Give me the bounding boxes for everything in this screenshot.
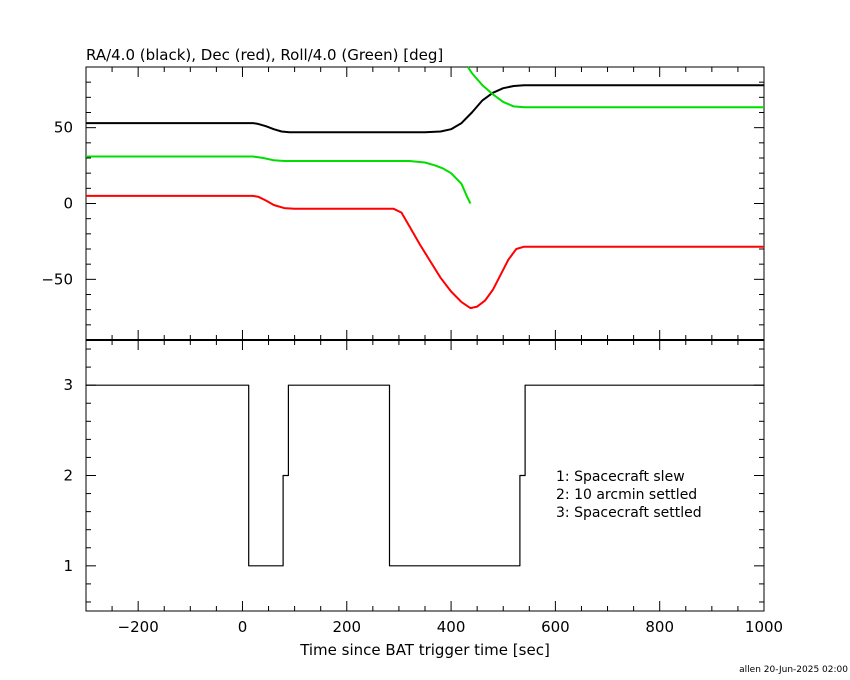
settle-status-line-0 [86, 384, 764, 567]
y-tick-label: 50 [54, 119, 73, 137]
bottom-panel: 3 2 1 −200 0 200 400 600 800 1000 1: Spacecraft … [63, 339, 784, 636]
y-tick-label: 3 [63, 376, 73, 394]
top-panel-y-tick-labels: 50 0 −50 [41, 119, 73, 289]
y-tick-label: 1 [63, 557, 73, 575]
x-tick-label: −200 [118, 618, 159, 636]
top-panel: 50 0 −50 [41, 66, 765, 341]
x-tick-label: 1000 [745, 618, 783, 636]
bottom-panel-y-tick-labels: 3 2 1 [63, 376, 73, 575]
attitude-series-line-1 [86, 155, 472, 204]
attitude-series-line-0 [86, 84, 764, 134]
attitude-series-line-3 [86, 194, 764, 310]
x-tick-labels: −200 0 200 400 600 800 1000 [118, 618, 784, 636]
x-axis-label: Time since BAT trigger time [sec] [299, 641, 550, 659]
x-tick-label: 200 [332, 618, 361, 636]
x-tick-label: 600 [541, 618, 570, 636]
y-tick-label: 2 [63, 467, 73, 485]
attitude-series-line-2 [466, 66, 764, 109]
x-tick-label: 800 [645, 618, 674, 636]
legend-item-settled: 3: Spacecraft settled [556, 505, 702, 521]
bottom-panel-series [86, 384, 764, 567]
top-panel-title: RA/4.0 (black), Dec (red), Roll/4.0 (Gre… [86, 46, 443, 64]
y-tick-label: 0 [63, 195, 73, 213]
y-tick-label: −50 [41, 270, 73, 288]
top-panel-series [86, 66, 764, 310]
x-tick-label: 0 [238, 618, 248, 636]
x-tick-label: 400 [437, 618, 466, 636]
legend-item-10-arcmin: 2: 10 arcmin settled [556, 487, 697, 503]
legend-item-slew: 1: Spacecraft slew [556, 469, 685, 485]
timestamp-footer: allen 20-Jun-2025 02:00 [739, 665, 848, 675]
